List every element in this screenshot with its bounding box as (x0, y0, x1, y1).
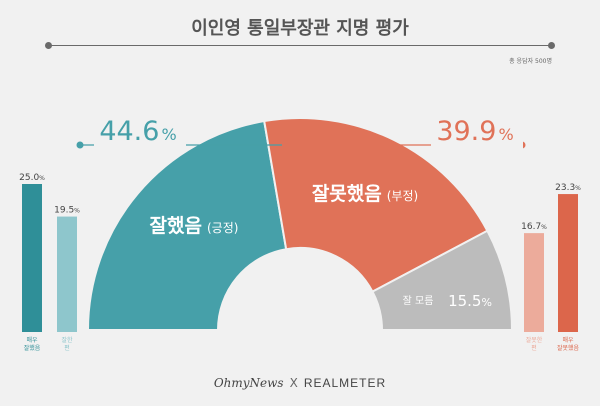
ohmynews-logo: OhmyNews (213, 376, 284, 390)
positive-breakdown-label-1: 잘한 편 (61, 336, 73, 352)
respondents-note: 총 응답자 500명 (509, 58, 552, 65)
divider-left-dot (45, 42, 52, 49)
negative-breakdown-bars: 16.7% 잘못한 편 23.3% 매우 잘못했음 (521, 183, 581, 352)
negative-breakdown-value-1: 23.3% (555, 183, 581, 193)
negative-breakdown-value-0: 16.7% (521, 222, 547, 232)
headline-positive-value-backdrop (94, 113, 186, 149)
donut-slice-0 (86, 119, 288, 331)
negative-breakdown-bar-0 (524, 233, 544, 332)
headline-negative-value-backdrop (431, 113, 523, 149)
slice-value-2: 15.5% (448, 292, 492, 310)
positive-breakdown-value-1: 19.5% (54, 206, 80, 216)
positive-breakdown-value-0: 25.0% (19, 173, 45, 183)
headline-positive-value: 44.6% (99, 116, 176, 147)
positive-connector-dot (76, 141, 84, 149)
logo-separator: X (289, 376, 298, 390)
positive-breakdown-bars: 25.0% 매우 잘했음 19.5% 잘한 편 (19, 173, 80, 352)
half-donut: 잘했음 (긍정) 잘못했음 (부정) 잘 모름 15.5% (86, 117, 514, 331)
slice-label-1: 잘못했음 (부정) (312, 183, 418, 205)
donut-slice-1 (263, 117, 489, 293)
negative-breakdown-label-1: 매우 잘못했음 (557, 336, 580, 352)
realmeter-logo: REALMETER (303, 376, 387, 390)
headline-negative-value: 39.9% (436, 116, 513, 147)
positive-breakdown-bar-0 (22, 184, 42, 332)
positive-breakdown-bar-1 (57, 216, 77, 332)
divider-right-dot (548, 42, 555, 49)
chart-title: 이인영 통일부장관 지명 평가 (191, 18, 409, 39)
slice-label-2: 잘 모름 (403, 295, 434, 307)
negative-breakdown-bar-1 (558, 194, 578, 332)
negative-breakdown-label-0: 잘못한 편 (526, 336, 543, 352)
donut-slice-2 (371, 229, 514, 331)
headline-values: 44.6% 39.9% (76, 113, 526, 149)
slice-label-0: 잘했음 (긍정) (150, 215, 239, 237)
title-divider (45, 42, 555, 49)
footer-logos: OhmyNews X REALMETER (0, 376, 600, 390)
positive-breakdown-label-0: 매우 잘했음 (24, 336, 41, 352)
